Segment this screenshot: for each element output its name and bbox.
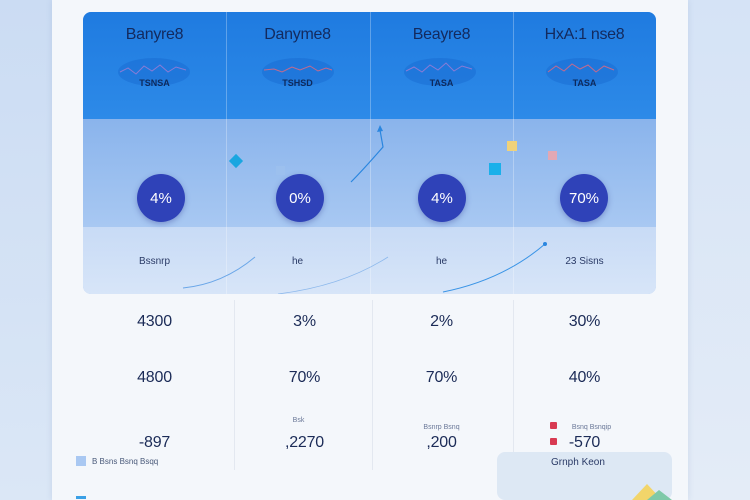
percent-badge: 4% [137, 174, 185, 222]
percent-badge: 0% [276, 174, 324, 222]
sparkline-caption: TSNSA [139, 78, 170, 88]
decorative-square-icon [507, 141, 517, 151]
card-bottom-band [83, 227, 656, 294]
sparkline-icon [118, 58, 190, 86]
legend: B Bsns Bsnq Bsqq [76, 456, 158, 466]
table-cell: 70% [288, 369, 321, 386]
table-cell: -897 [138, 434, 171, 451]
table-divider [234, 300, 235, 470]
percent-badge: 4% [418, 174, 466, 222]
column-divider [226, 12, 227, 294]
alert-flag-icon [550, 422, 557, 429]
sparkline-icon [262, 58, 334, 86]
table-divider [513, 300, 514, 470]
column-footer-label: Bssnrp [138, 256, 171, 267]
trend-lines [182, 125, 547, 294]
table-cell-caption: Bsnrp Bsnq [423, 424, 460, 431]
left-backdrop [0, 0, 52, 500]
column-title: Danyme8 [264, 26, 331, 43]
legend-title: Grnph Keon [551, 457, 605, 468]
legend-box [497, 452, 672, 500]
column-footer-label: he [435, 256, 448, 267]
column-footer-label: 23 Sisns [565, 256, 604, 267]
table-cell: 2% [430, 313, 453, 330]
table-cell: 40% [568, 369, 601, 386]
sparkline-caption: TASA [572, 78, 597, 88]
column-title: HхA:1 nse8 [544, 26, 625, 43]
decorative-square-icon [276, 166, 285, 175]
table-cell: ,2270 [284, 434, 325, 451]
table-cell: -570 [568, 434, 601, 451]
legend-swatch-icon [76, 496, 86, 499]
column-title: Banyre8 [125, 26, 184, 43]
table-cell-caption: Bsnq Bsnqip [571, 424, 612, 431]
sparkline-caption: TSHSD [282, 78, 313, 88]
metrics-card [83, 12, 656, 294]
right-backdrop [688, 0, 750, 500]
table-cell: 3% [293, 313, 316, 330]
table-cell: 70% [425, 369, 458, 386]
column-divider [513, 12, 514, 294]
column-title: Beayre8 [412, 26, 471, 43]
decorative-square-icon [489, 163, 501, 175]
table-cell: ,200 [426, 434, 457, 451]
decorative-square-icon [548, 151, 557, 160]
table-cell: 4300 [137, 313, 172, 330]
legend-shapes-icon [632, 484, 672, 500]
table-divider [372, 300, 373, 470]
table-cell: 4800 [137, 369, 172, 386]
table-cell-caption: Bsk [292, 417, 305, 424]
sparkline-icon [546, 58, 618, 86]
sparkline-caption: TASA [429, 78, 454, 88]
alert-flag-icon [550, 438, 557, 445]
column-divider [370, 12, 371, 294]
table-cell: 30% [568, 313, 601, 330]
column-footer-label: he [291, 256, 304, 267]
legend-label: B Bsns Bsnq Bsqq [92, 456, 159, 466]
legend-swatch-icon [76, 456, 86, 466]
sparkline-icon [404, 58, 476, 86]
percent-badge: 70% [560, 174, 608, 222]
